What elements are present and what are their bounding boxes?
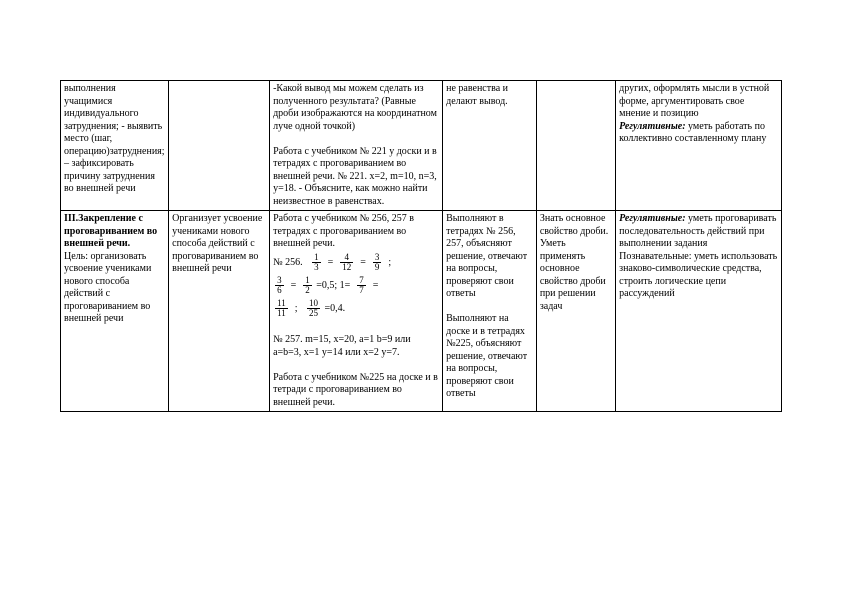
stage-title: III.Закрепление с проговариванием во вне… — [64, 213, 157, 249]
cell-stage: выполнения учащимися индивидуального зат… — [61, 81, 169, 211]
cell-stage: III.Закрепление с проговариванием во вне… — [61, 211, 169, 412]
fraction: 36 — [275, 276, 284, 295]
math-line: 1111 ; 1025 =0,4. — [273, 299, 439, 318]
text: № 256. — [273, 256, 303, 267]
lesson-table: выполнения учащимися индивидуального зат… — [60, 80, 782, 412]
text: не равенства и делают вывод. — [446, 83, 508, 107]
text: -Какой вывод мы можем сделать из получен… — [273, 83, 437, 132]
fraction: 1025 — [307, 299, 320, 318]
text: выполнения учащимися индивидуального зат… — [64, 83, 165, 194]
cell-activity: -Какой вывод мы можем сделать из получен… — [270, 81, 443, 211]
fraction: 412 — [340, 253, 353, 272]
math-line: 36 = 12 =0,5; 1= 77 = — [273, 276, 439, 295]
cell-students: не равенства и делают вывод. — [443, 81, 537, 211]
cell-teacher — [169, 81, 270, 211]
fraction: 12 — [303, 276, 312, 295]
text: Организует усвоение учениками нового спо… — [172, 213, 262, 274]
label-regulative: Регулятивные: — [619, 213, 685, 224]
text: =0,4. — [325, 302, 346, 313]
cell-uud: Регулятивные: уметь проговаривать послед… — [616, 211, 782, 412]
text: Работа с учебником № 256, 257 в тетрадях… — [273, 213, 414, 249]
fraction: 39 — [373, 253, 382, 272]
page: выполнения учащимися индивидуального зат… — [0, 0, 842, 452]
cell-activity: Работа с учебником № 256, 257 в тетрадях… — [270, 211, 443, 412]
fraction: 13 — [312, 253, 321, 272]
cell-uud: других, оформлять мысли в устной форме, … — [616, 81, 782, 211]
cell-teacher: Организует усвоение учениками нового спо… — [169, 211, 270, 412]
text: Работа с учебником №225 на доске и в тет… — [273, 372, 438, 408]
text: Знать основное свойство дроби. Уметь при… — [540, 213, 608, 312]
cell-students: Выполняют в тетрадях № 256, 257, объясня… — [443, 211, 537, 412]
cell-know — [536, 81, 615, 211]
text: Выполняют на доске и в тетрадях №225, об… — [446, 313, 527, 399]
text: № 257. m=15, x=20, a=1 b=9 или a=b=3, x=… — [273, 334, 411, 358]
text: Цель: организовать усвоение учениками но… — [64, 251, 151, 325]
fraction: 77 — [357, 276, 366, 295]
text: =0,5; 1= — [316, 279, 350, 290]
table-row: III.Закрепление с проговариванием во вне… — [61, 211, 782, 412]
text: Работа с учебником № 221 у доски и в тет… — [273, 146, 437, 207]
table-row: выполнения учащимися индивидуального зат… — [61, 81, 782, 211]
label-regulative: Регулятивные: — [619, 121, 685, 132]
cell-know: Знать основное свойство дроби. Уметь при… — [536, 211, 615, 412]
text: других, оформлять мысли в устной форме, … — [619, 83, 769, 119]
fraction: 1111 — [275, 299, 288, 318]
math-line: № 256. 13 = 412 = 39 ; — [273, 253, 439, 272]
text: Познавательные: уметь использовать знако… — [619, 251, 777, 300]
text: Выполняют в тетрадях № 256, 257, объясня… — [446, 213, 527, 299]
